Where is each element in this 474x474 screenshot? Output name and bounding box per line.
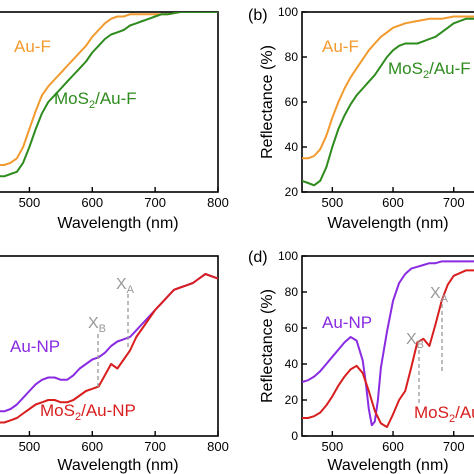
panel-b-xtick-label-1: 600 — [382, 195, 404, 210]
panel-a-mos2-suffix: /Au-F — [95, 89, 137, 108]
panel-a-mos2-sub: 2 — [89, 99, 95, 111]
panel-a-xlabel: Wavelength (nm) — [57, 215, 178, 232]
panel-b-series-1-line — [302, 17, 474, 187]
panel-c-xb-main: X — [88, 315, 99, 332]
panel-c-frame — [0, 255, 219, 437]
panel-d-ytick-label-2: 40 — [285, 357, 299, 371]
panel-d-xtick-label-0: 500 — [321, 439, 343, 454]
panel-c: 500 600 700 800 Wavelength (nm) Au-NP MoS2/… — [0, 255, 229, 474]
panel-c-xlabel: Wavelength (nm) — [57, 457, 178, 474]
panel-a-xtick-label-2: 700 — [144, 195, 166, 210]
panel-d-xb-label: XB — [406, 331, 424, 351]
panel-d-xa-main: X — [430, 285, 441, 302]
panel-b-ylabel: Reflectance (%) — [259, 45, 276, 159]
panel-b-ytick-label-1: 40 — [285, 140, 299, 154]
panel-b-ytick-label-0: 20 — [285, 185, 299, 199]
panel-d-ytick-label-3: 60 — [285, 321, 299, 335]
panel-c-xtick-label-1: 600 — [81, 439, 103, 454]
panel-b-ytick-label-2: 60 — [285, 95, 299, 109]
panel-d-label-au: Au-NP — [322, 313, 372, 332]
panel-c-series-1-line — [0, 273, 218, 424]
panel-c-mos2-prefix: MoS — [40, 401, 75, 420]
panel-c-ticks: 500 600 700 800 — [19, 431, 229, 454]
panel-a-label-mos2: MoS2/Au-F — [54, 89, 137, 111]
panel-a-mos2-prefix: MoS — [54, 89, 89, 108]
panel-d-ylabel: Reflectance (%) — [259, 289, 276, 403]
panel-a: 500 600 700 800 Wavelength (nm) Au-F MoS2/A… — [0, 11, 229, 232]
panel-a-curves — [0, 12, 218, 178]
panel-c-xa-label: XA — [116, 276, 135, 296]
panel-a-frame — [0, 11, 219, 193]
panel-d-mos2-prefix: MoS — [414, 403, 449, 422]
panel-a-ticks: 500 600 700 800 — [19, 187, 229, 210]
panel-a-label-au: Au-F — [14, 37, 51, 56]
panel-c-mos2-suffix: /Au-NP — [81, 401, 136, 420]
panel-d-ticks: 500 600 700 0 20 40 60 80 100 — [278, 249, 465, 454]
panel-d-series-1-line — [302, 269, 474, 428]
panel-c-xb-label: XB — [88, 315, 106, 335]
panel-d-xa-sub: A — [441, 293, 449, 305]
panel-d-label-mos2: MoS2/Au-NP — [414, 403, 474, 425]
panel-b-ytick-label-4: 100 — [278, 5, 298, 19]
panel-b-tag: (b) — [248, 7, 268, 24]
panel-b-ytick-label-3: 80 — [285, 50, 299, 64]
panel-d-tag: (d) — [248, 249, 268, 266]
panel-b: (b) 500 600 700 20 40 60 80 100 Wavelength (nm)… — [248, 5, 474, 232]
panel-d-xb-main: X — [406, 331, 417, 348]
panel-b-mos2-suffix: /Au-F — [429, 59, 471, 78]
panel-c-xa-main: X — [116, 276, 127, 293]
panel-b-ticks: 500 600 700 20 40 60 80 100 — [278, 5, 465, 210]
panel-d-ytick-label-0: 0 — [291, 429, 298, 443]
panel-d-xtick-label-2: 700 — [443, 439, 465, 454]
panel-c-label-mos2: MoS2/Au-NP — [40, 401, 136, 423]
panel-b-label-au: Au-F — [322, 37, 359, 56]
panel-d-xb-sub: B — [417, 339, 424, 351]
panel-a-xtick-label-1: 600 — [81, 195, 103, 210]
panel-d-frame — [301, 255, 474, 437]
panel-d: (d) 500 600 700 0 20 40 60 80 100 Wavelength (nm… — [248, 249, 474, 474]
panel-b-xlabel: Wavelength (nm) — [327, 215, 448, 232]
panel-d-ytick-label-5: 100 — [278, 249, 298, 263]
panel-c-xtick-label-3: 800 — [207, 439, 229, 454]
panel-b-xtick-label-0: 500 — [321, 195, 343, 210]
panel-a-xtick-label-3: 800 — [207, 195, 229, 210]
panel-d-mos2-sub: 2 — [449, 413, 455, 425]
panel-b-mos2-prefix: MoS — [388, 59, 423, 78]
panel-d-xlabel: Wavelength (nm) — [327, 457, 448, 474]
panel-d-xa-label: XA — [430, 285, 449, 305]
panel-c-label-au: Au-NP — [10, 337, 60, 356]
panel-b-xtick-label-2: 700 — [443, 195, 465, 210]
panel-b-mos2-sub: 2 — [423, 69, 429, 81]
panel-d-curves — [302, 260, 474, 428]
panel-b-curves — [302, 15, 474, 187]
panel-c-mos2-sub: 2 — [75, 411, 81, 423]
panel-c-xb-sub: B — [99, 323, 106, 335]
panel-d-series-0-line — [302, 260, 474, 427]
panel-d-ytick-label-4: 80 — [285, 285, 299, 299]
panel-b-series-0-line — [302, 15, 474, 160]
panel-c-xtick-label-2: 700 — [144, 439, 166, 454]
panel-a-series-1-line — [0, 12, 218, 178]
panel-b-label-mos2: MoS2/Au-F — [388, 59, 471, 81]
panel-d-xtick-label-1: 600 — [382, 439, 404, 454]
panel-d-ytick-label-1: 20 — [285, 393, 299, 407]
panel-c-curves — [0, 273, 218, 424]
panel-c-xtick-label-0: 500 — [19, 439, 41, 454]
panel-d-mos2-suffix: /Au-NP — [455, 403, 474, 422]
panel-a-xtick-label-0: 500 — [19, 195, 41, 210]
panel-c-xa-sub: A — [127, 284, 135, 296]
